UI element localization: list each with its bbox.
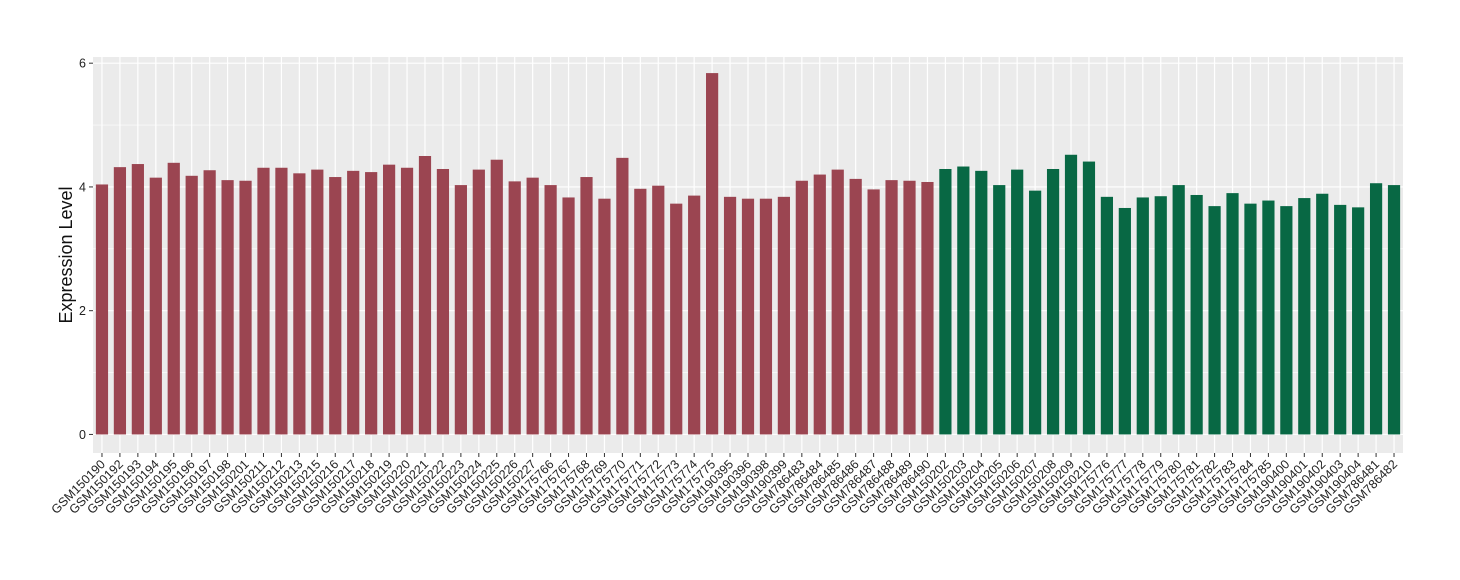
bar-GSM150213 (293, 173, 306, 435)
bar-GSM150215 (311, 169, 324, 435)
bar-GSM786484 (813, 174, 826, 435)
bar-GSM150202 (939, 168, 952, 435)
bar-GSM150195 (167, 162, 180, 435)
bar-GSM150227 (526, 177, 539, 435)
bar-GSM175766 (544, 185, 557, 435)
bar-GSM150193 (131, 164, 144, 435)
bar-GSM150211 (257, 167, 270, 435)
bar-GSM786486 (849, 178, 862, 435)
bar-GSM786490 (921, 181, 934, 435)
y-tick-label: 0 (79, 428, 86, 442)
bar-GSM190396 (741, 198, 755, 435)
bar-GSM175779 (1154, 196, 1167, 435)
bar-GSM190400 (1280, 206, 1293, 435)
bar-GSM786481 (1369, 183, 1383, 435)
bar-GSM150223 (454, 185, 467, 435)
bar-GSM150190 (95, 184, 109, 435)
y-axis-title: Expression Level (56, 186, 76, 323)
bar-GSM150225 (490, 159, 503, 435)
bar-GSM150221 (418, 156, 432, 435)
bar-GSM175772 (652, 185, 665, 435)
bar-GSM150222 (436, 168, 450, 435)
bar-GSM190403 (1334, 204, 1347, 435)
bar-GSM175783 (1226, 193, 1239, 435)
bar-GSM190404 (1352, 207, 1365, 435)
bar-GSM786482 (1387, 185, 1401, 435)
bar-GSM150198 (221, 180, 234, 435)
bar-GSM786488 (885, 180, 898, 435)
bar-GSM150203 (957, 166, 970, 435)
y-tick-label: 2 (79, 304, 86, 318)
bar-GSM150205 (993, 185, 1006, 435)
bar-GSM150196 (185, 175, 198, 435)
bar-GSM150201 (239, 180, 252, 435)
y-tick-label: 4 (79, 180, 86, 194)
bar-GSM150212 (275, 167, 288, 435)
bar-GSM786489 (903, 180, 916, 435)
bar-GSM150210 (1082, 161, 1096, 435)
bar-GSM150197 (203, 170, 216, 435)
bar-GSM190399 (777, 196, 790, 435)
bar-GSM150209 (1064, 154, 1078, 435)
bar-GSM175780 (1172, 185, 1185, 435)
bar-GSM175768 (580, 177, 593, 435)
bar-GSM175785 (1262, 200, 1275, 435)
bar-GSM175776 (1100, 196, 1114, 435)
bar-GSM786485 (831, 169, 844, 435)
bar-GSM190398 (759, 198, 773, 435)
axes: 0246GSM150190GSM150192GSM150193GSM150194… (49, 57, 1401, 517)
bar-GSM175784 (1244, 203, 1257, 435)
bar-GSM150220 (400, 167, 414, 435)
bar-GSM175770 (616, 157, 629, 435)
bar-GSM150224 (472, 169, 485, 435)
bar-GSM150208 (1046, 168, 1060, 435)
bar-GSM786487 (867, 189, 880, 435)
bar-GSM175782 (1208, 206, 1221, 435)
bar-GSM786483 (795, 180, 808, 435)
bar-GSM175774 (688, 195, 701, 435)
bar-GSM175775 (706, 73, 719, 435)
bar-GSM190395 (723, 196, 737, 435)
bar-GSM175781 (1190, 194, 1203, 435)
bar-GSM150207 (1029, 190, 1042, 435)
bar-GSM190402 (1316, 193, 1329, 435)
bar-GSM190401 (1298, 198, 1311, 435)
bar-GSM175777 (1118, 207, 1131, 435)
bar-GSM175778 (1136, 197, 1149, 435)
bars (95, 73, 1401, 435)
bar-GSM175767 (562, 197, 575, 435)
bar-GSM175773 (670, 203, 683, 435)
bar-GSM150218 (365, 172, 378, 435)
bar-GSM150226 (508, 181, 521, 435)
bar-GSM150194 (149, 177, 162, 435)
y-tick-label: 6 (79, 57, 86, 71)
bar-GSM150216 (329, 177, 342, 435)
bar-GSM175769 (598, 198, 611, 435)
bar-GSM150206 (1011, 169, 1024, 435)
bar-GSM150192 (113, 167, 127, 435)
bar-GSM150217 (347, 170, 360, 435)
bar-GSM175771 (634, 188, 647, 435)
bar-GSM150204 (975, 170, 988, 435)
bar-GSM150219 (382, 164, 396, 435)
